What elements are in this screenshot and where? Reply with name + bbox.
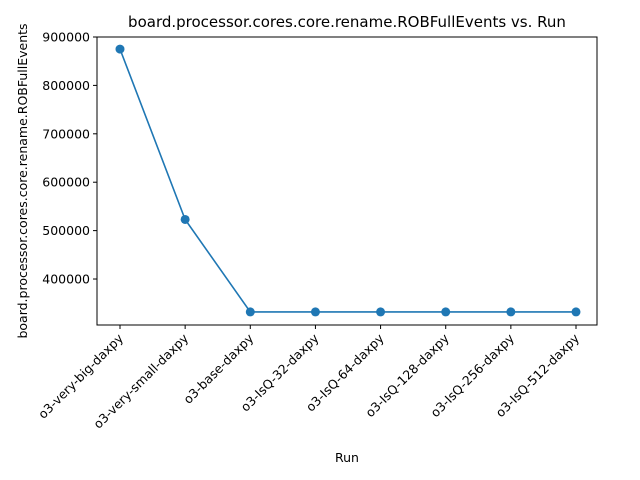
data-point [180,214,190,224]
series-line [119,48,576,313]
chart-title: board.processor.cores.core.rename.ROBFul… [128,13,566,31]
x-axis-label: Run [335,450,359,465]
y-tick-label: 500000 [42,223,90,238]
y-axis: 400000 500000 600000 700000 800000 900000 [42,30,97,287]
y-axis-label: board.processor.cores.core.rename.ROBFul… [15,23,30,338]
data-point [310,307,320,317]
y-tick-label: 900000 [42,30,90,45]
y-tick-label: 700000 [42,126,90,141]
data-point [571,307,581,317]
x-axis: o3-very-big-daxpyo3-very-small-daxpyo3-b… [35,325,583,432]
data-point [245,307,255,317]
series-layer [115,44,581,317]
y-tick-label: 800000 [42,78,90,93]
data-point [441,307,451,317]
plot-frame [96,36,598,326]
data-point [506,307,516,317]
y-tick-label: 600000 [42,175,90,190]
data-point [115,44,125,54]
data-point [376,307,386,317]
y-tick-label: 400000 [42,272,90,287]
